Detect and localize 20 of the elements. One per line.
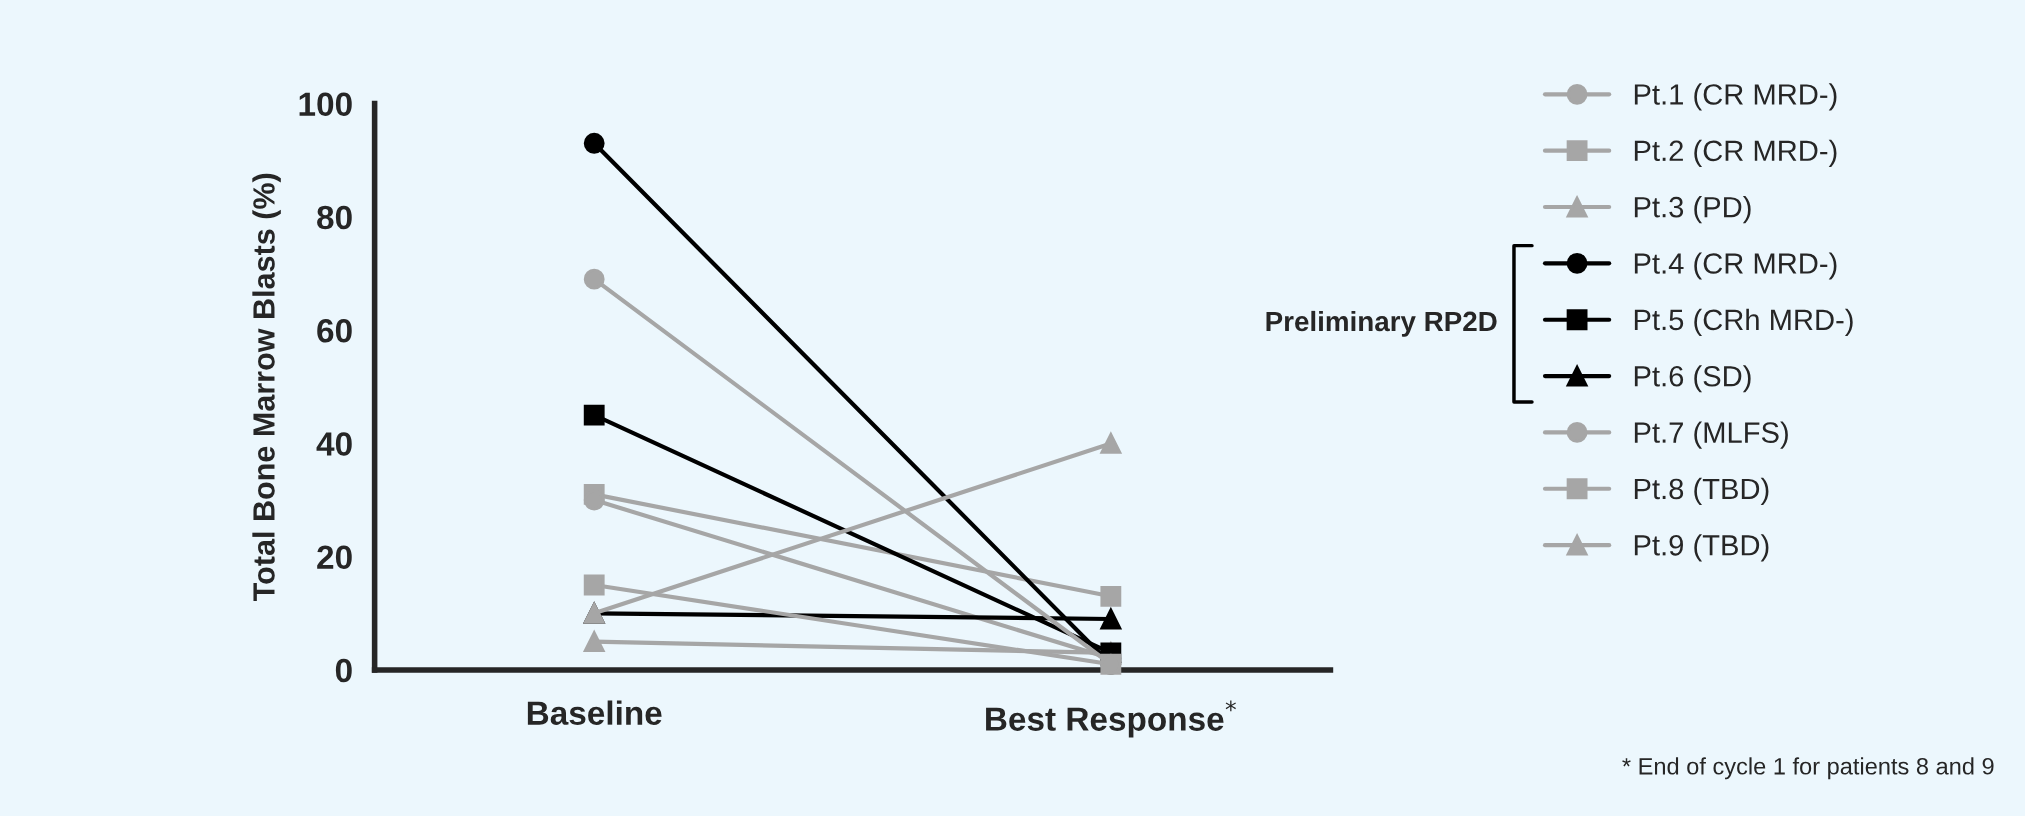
legend-label: Pt.7 (MLFS) bbox=[1634, 421, 1788, 449]
legend-label: Pt.3 (PD) bbox=[1634, 196, 1751, 224]
legend-label: Pt.9 (TBD) bbox=[1634, 534, 1769, 562]
annotation: Preliminary RP2D bbox=[1266, 310, 1497, 337]
y-tick-label: 80 bbox=[317, 205, 352, 230]
y-tick-label: 100 bbox=[299, 92, 352, 117]
y-tick-label: 20 bbox=[317, 545, 352, 570]
legend-label: Pt.5 (CRh MRD-) bbox=[1634, 308, 1853, 336]
legend-label: Pt.1 (CR MRD-) bbox=[1634, 83, 1837, 111]
y-tick-label: 0 bbox=[335, 658, 352, 683]
x-tick-label: Best Response$^{*}$ bbox=[986, 700, 1236, 738]
y-tick-label: 40 bbox=[316, 432, 352, 456]
text: * End of cycle 1 for patients 8 and 9 bbox=[1622, 757, 1994, 780]
y-tick-label: 60 bbox=[317, 318, 352, 343]
legend-label: Pt.8 (TBD) bbox=[1634, 477, 1769, 506]
legend-label: Pt.6 (SD) bbox=[1634, 365, 1751, 393]
x-tick-label: Baseline bbox=[527, 700, 662, 725]
y-axis-title: Total Bone Marrow Blasts (%) bbox=[252, 173, 281, 601]
legend-label: Pt.4 (CR MRD-) bbox=[1634, 252, 1837, 280]
legend-label: Pt.2 (CR MRD-) bbox=[1634, 139, 1837, 167]
